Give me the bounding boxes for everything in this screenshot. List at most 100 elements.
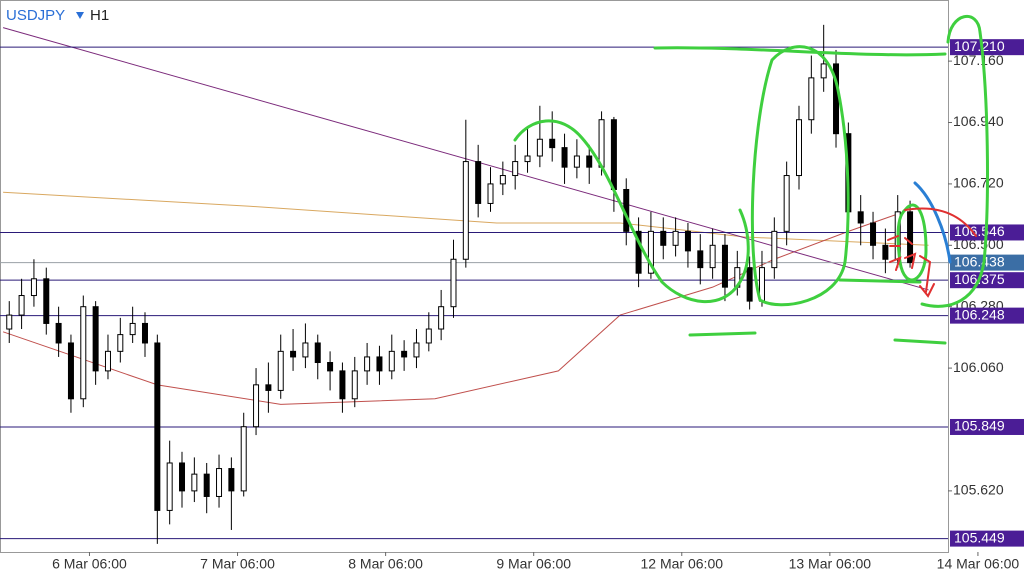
candle-body bbox=[154, 342, 161, 511]
candle-body bbox=[117, 334, 124, 352]
level-label: 106.546 bbox=[954, 223, 1005, 239]
annotation-stroke bbox=[688, 278, 947, 345]
candle-body bbox=[388, 350, 395, 372]
moving-average bbox=[2, 211, 905, 405]
candle-body bbox=[524, 155, 531, 163]
candle-body bbox=[697, 250, 704, 269]
candle-body bbox=[302, 342, 309, 358]
candle-body bbox=[512, 161, 519, 177]
candle-body bbox=[43, 278, 50, 324]
annotation-stroke bbox=[913, 181, 952, 264]
level-label-box bbox=[950, 418, 1024, 435]
candle-body bbox=[290, 350, 297, 358]
candle-body bbox=[795, 119, 802, 177]
candle-body bbox=[401, 350, 408, 358]
level-label: 105.449 bbox=[954, 529, 1005, 545]
candle-body bbox=[586, 155, 593, 168]
candle-body bbox=[277, 350, 284, 391]
candle-body bbox=[104, 350, 111, 372]
candle-body bbox=[475, 161, 482, 204]
candle-body bbox=[783, 175, 790, 232]
candle-body bbox=[339, 370, 346, 400]
candle-body bbox=[203, 473, 210, 497]
candle-body bbox=[684, 230, 691, 252]
candle-body bbox=[672, 230, 679, 246]
annotation-stroke bbox=[513, 119, 750, 304]
candle-body bbox=[870, 222, 877, 246]
level-label-box bbox=[950, 272, 1024, 289]
x-tick-label: 14 Mar 06:00 bbox=[937, 556, 1020, 572]
y-tick-label: 106.060 bbox=[953, 359, 1004, 375]
level-label-box bbox=[950, 39, 1024, 56]
candle-body bbox=[647, 230, 654, 274]
x-tick-label: 12 Mar 06:00 bbox=[641, 556, 724, 572]
level-label-box bbox=[950, 307, 1024, 324]
candle-body bbox=[438, 306, 445, 330]
candle-body bbox=[487, 183, 494, 204]
annotation-stroke bbox=[750, 45, 850, 307]
candle-body bbox=[721, 244, 728, 288]
candle-body bbox=[660, 230, 667, 246]
candle-body bbox=[820, 63, 827, 79]
candle-body bbox=[573, 155, 580, 168]
annotation-stroke bbox=[904, 207, 977, 237]
current-price-box bbox=[950, 254, 1024, 271]
candle-body bbox=[425, 328, 432, 344]
candle-body bbox=[191, 473, 198, 492]
candle-body bbox=[141, 322, 148, 344]
y-tick-label: 107.160 bbox=[953, 52, 1004, 68]
candle-body bbox=[80, 306, 87, 400]
candle-body bbox=[265, 384, 272, 391]
candle-body bbox=[746, 267, 753, 302]
candle-body bbox=[857, 211, 864, 224]
x-tick-label: 6 Mar 06:00 bbox=[52, 556, 127, 572]
level-label: 107.210 bbox=[954, 38, 1005, 54]
y-tick-label: 106.940 bbox=[953, 113, 1004, 129]
candle-body bbox=[882, 244, 889, 260]
lines-layer bbox=[0, 27, 948, 540]
candle-body bbox=[561, 147, 568, 168]
y-tick-label: 105.620 bbox=[953, 482, 1004, 498]
annotation-stroke bbox=[887, 235, 935, 298]
level-label: 106.248 bbox=[954, 306, 1005, 322]
candle-body bbox=[92, 306, 99, 372]
candle-body bbox=[253, 384, 260, 428]
candle-body bbox=[536, 138, 543, 157]
symbol: USDJPY bbox=[6, 7, 65, 24]
y-tick-label: 106.720 bbox=[953, 175, 1004, 191]
candle-body bbox=[129, 322, 136, 336]
hand-annotations bbox=[513, 15, 989, 345]
candle-body bbox=[549, 138, 556, 149]
candle-body bbox=[450, 258, 457, 308]
candle-body bbox=[376, 356, 383, 372]
candle-body bbox=[771, 230, 778, 269]
candle-body bbox=[18, 295, 25, 316]
candle-body bbox=[228, 468, 235, 492]
candle-body bbox=[327, 362, 334, 372]
candle-body bbox=[598, 119, 605, 168]
level-label: 105.849 bbox=[954, 418, 1005, 434]
candle-body bbox=[364, 356, 371, 372]
candle-body bbox=[709, 244, 716, 269]
candle-body bbox=[351, 370, 358, 400]
candle-body bbox=[216, 468, 223, 497]
candle-body bbox=[635, 230, 642, 274]
candle-body bbox=[314, 342, 321, 364]
annotation-stroke bbox=[896, 203, 928, 282]
candle-body bbox=[907, 211, 914, 264]
candles-layer bbox=[6, 24, 914, 544]
annotation-stroke bbox=[653, 46, 947, 57]
timeframe[interactable]: H1 bbox=[90, 7, 109, 24]
candle-body bbox=[462, 161, 469, 260]
candle-body bbox=[67, 342, 74, 400]
plot-frame bbox=[0, 0, 949, 553]
x-tick-label: 9 Mar 06:00 bbox=[496, 556, 571, 572]
annotation-stroke bbox=[920, 15, 989, 308]
x-tick-label: 7 Mar 06:00 bbox=[200, 556, 275, 572]
candle-body bbox=[6, 314, 13, 330]
candle-body bbox=[166, 462, 173, 511]
candle-body bbox=[240, 426, 247, 492]
candle-body bbox=[179, 462, 186, 492]
dropdown-icon[interactable] bbox=[76, 12, 84, 19]
